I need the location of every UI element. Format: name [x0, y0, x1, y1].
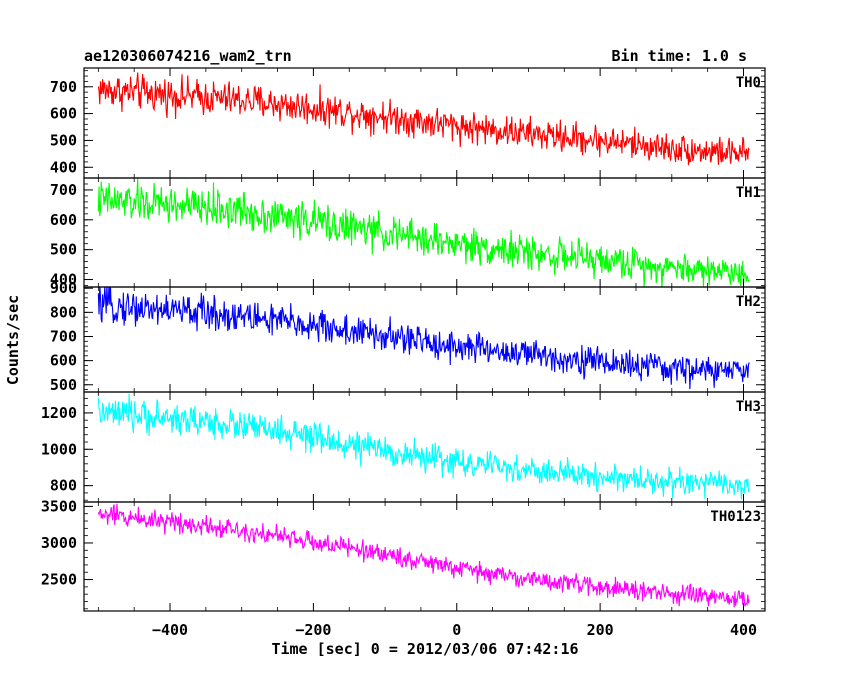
- series-line-th0123: [97, 503, 750, 608]
- panel-th0: 400 500 600 700 TH0: [50, 67, 766, 179]
- y-tick-label: 800: [50, 303, 77, 321]
- y-axis-label: Counts/sec: [4, 295, 22, 385]
- y-tick-label: 800: [50, 477, 77, 495]
- x-axis-ticks: −400 −200 0 200 400: [152, 621, 757, 639]
- y-tick-label: 2500: [41, 571, 77, 589]
- y-tick-label: 400: [50, 271, 77, 289]
- chart-title: ae120306074216_wam2_trn: [84, 47, 292, 65]
- y-tick-label: 1000: [41, 440, 77, 458]
- x-tick-label: −400: [152, 621, 188, 639]
- y-tick-label: 1200: [41, 404, 77, 422]
- series-line-th2: [97, 287, 750, 390]
- panel-label-th3: TH3: [736, 399, 761, 415]
- y-tick-label: 3500: [41, 497, 77, 515]
- panels-group: 400 500 600 700 TH0 400 500 600 700 TH1 500 600 700 8…: [41, 67, 766, 612]
- x-tick-label: 0: [452, 621, 461, 639]
- x-tick-label: 200: [587, 621, 614, 639]
- series-line-th3: [97, 393, 750, 500]
- panel-label-th1: TH1: [736, 185, 761, 201]
- panel-th0123: 2500 3000 3500 TH0123: [41, 497, 766, 612]
- y-tick-label: 900: [50, 279, 77, 297]
- x-tick-label: −200: [295, 621, 331, 639]
- x-tick-label: 400: [730, 621, 757, 639]
- y-tick-label: 3000: [41, 534, 77, 552]
- y-tick-label: 500: [50, 376, 77, 394]
- y-tick-label: 500: [50, 131, 77, 149]
- bin-time-label: Bin time: 1.0 s: [612, 47, 747, 65]
- y-tick-label: 500: [50, 241, 77, 259]
- y-tick-label: 600: [50, 105, 77, 123]
- y-tick-label: 700: [50, 327, 77, 345]
- y-tick-label: 600: [50, 211, 77, 229]
- series-line-th1: [97, 178, 750, 287]
- x-axis-label: Time [sec] 0 = 2012/03/06 07:42:16: [271, 640, 578, 658]
- y-tick-label: 400: [50, 158, 77, 176]
- panel-th1: 400 500 600 700 TH1: [50, 177, 766, 289]
- panel-frame: [83, 501, 766, 612]
- panel-frame: [83, 67, 766, 179]
- panel-label-th0123: TH0123: [710, 509, 761, 525]
- y-tick-label: 700: [50, 181, 77, 199]
- y-tick-label: 600: [50, 352, 77, 370]
- panel-th3: 800 1000 1200 TH3: [41, 391, 766, 503]
- panel-label-th0: TH0: [736, 75, 761, 91]
- panel-th2: 500 600 700 800 900 TH2: [50, 279, 766, 394]
- series-line-th0: [97, 72, 750, 166]
- y-tick-label: 700: [50, 78, 77, 96]
- panel-label-th2: TH2: [736, 294, 761, 310]
